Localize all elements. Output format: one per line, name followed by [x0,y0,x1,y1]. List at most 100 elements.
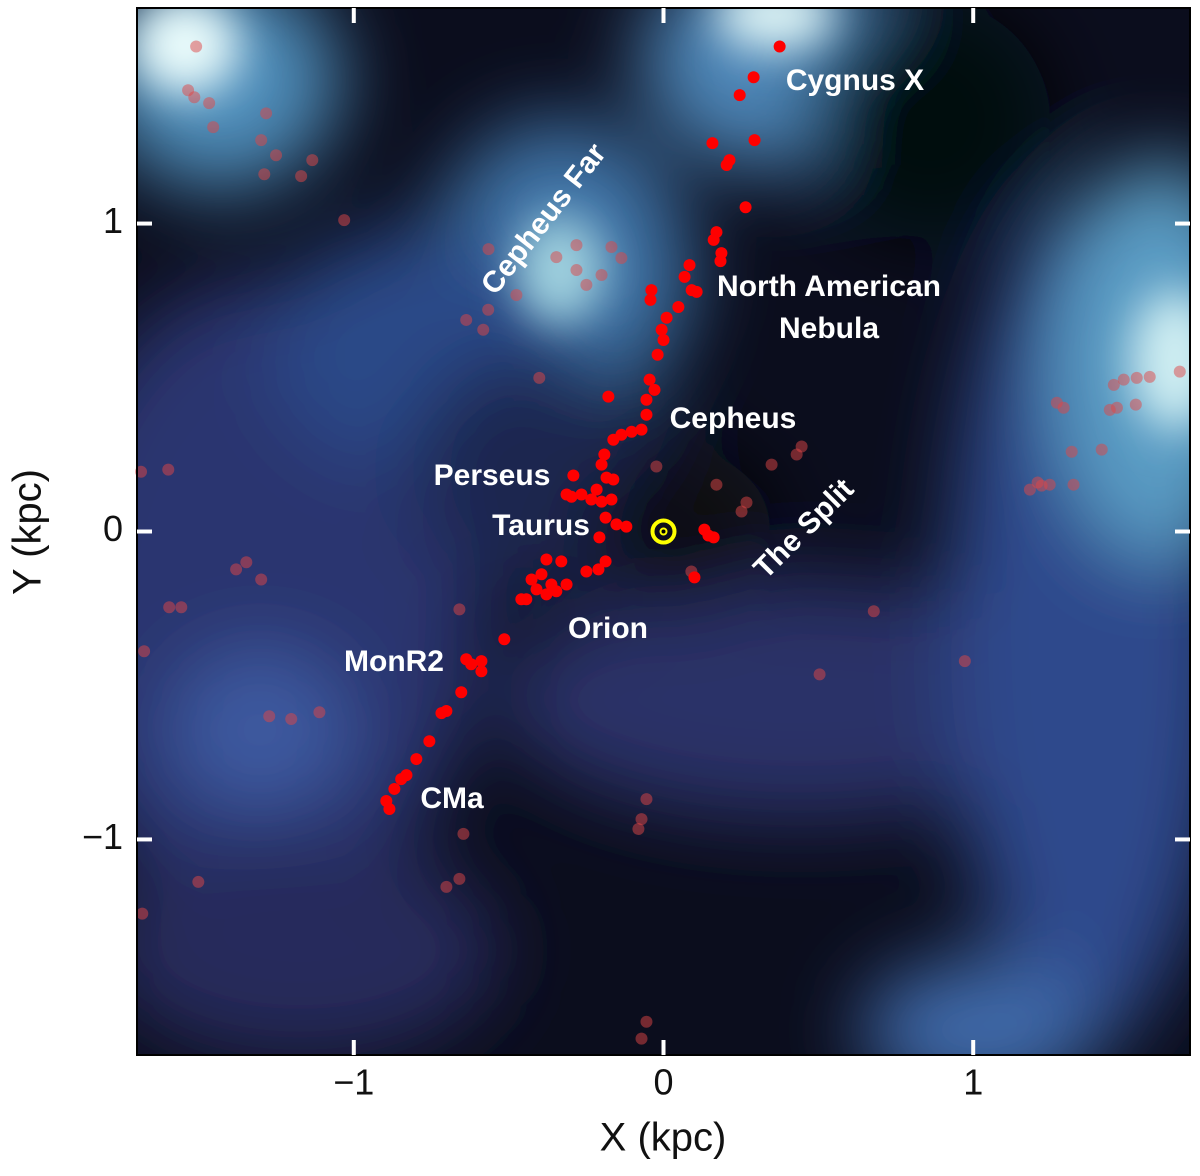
cloud-point [162,463,175,476]
wave-point [607,433,620,446]
wave-point [651,348,664,361]
wave-point [595,458,608,471]
cloud-point [595,268,608,281]
annotation: MonR2 [344,645,444,678]
cloud-point [440,880,453,893]
cloud-point [1173,365,1186,378]
annotation: CMa [420,782,484,815]
wave-point [595,495,608,508]
wave-point [383,802,396,815]
cloud-point [255,134,268,147]
wave-point [610,518,623,531]
cloud-point [477,323,490,336]
cloud-point [580,278,593,291]
wave-point [540,553,553,566]
x-tick-label: 0 [653,1062,673,1103]
wave-point [660,311,673,324]
wave-point [525,573,538,586]
wave-point [706,137,719,150]
cloud-point [1067,478,1080,491]
wave-point [645,284,658,297]
wave-point [580,565,593,578]
cloud-point [1043,478,1056,491]
annotation: Nebula [779,312,879,345]
cloud-point [640,793,653,806]
cloud-point [1095,443,1108,456]
cloud-point [190,40,203,53]
annotation: Taurus [492,509,590,542]
cloud-point [255,573,268,586]
cloud-point [175,601,188,614]
wave-point [720,159,733,172]
wave-point [714,255,727,268]
cloud-point [453,872,466,885]
cloud-point [188,91,201,104]
cloud-point [482,243,495,256]
wave-point [423,735,436,748]
wave-point [555,555,568,568]
wave-point [475,665,488,678]
cloud-point [1130,371,1143,384]
x-tick-label: 1 [963,1062,983,1103]
wave-point [678,270,691,283]
cloud-point [640,1015,653,1028]
annotation: Orion [568,612,648,645]
wave-point [688,571,701,584]
wave-point [644,293,657,306]
cloud-point [453,603,466,616]
cloud-point [163,601,176,614]
annotation: North American [717,270,941,303]
cloud-point [1031,476,1044,489]
sun-marker [650,518,677,545]
cloud-point [650,460,663,473]
cloud-point [740,496,753,509]
cloud-point [813,668,826,681]
wave-point [672,301,685,314]
wave-point [395,773,408,786]
cloud-point [632,822,645,835]
y-tick-label: 1 [103,200,123,241]
wave-point [648,383,661,396]
cloud-point [958,655,971,668]
cloud-point [203,97,216,110]
wave-point [683,259,696,272]
cloud-point [710,478,723,491]
cloud-point [263,710,276,723]
cloud-point [306,154,319,167]
cloud-point [570,264,583,277]
wave-point [625,425,638,438]
wave-point [635,423,648,436]
density-background [137,8,1190,1055]
sun-dot [659,527,668,536]
wave-point [643,373,656,386]
cloud-point [867,605,880,618]
wave-point [388,782,401,795]
wave-point [530,583,543,596]
cloud-point [135,465,148,478]
cloud-point [1143,370,1156,383]
cloud-point [313,706,326,719]
wave-point [455,686,468,699]
y-tick-label: 0 [103,508,123,549]
cloud-point [457,827,470,840]
cloud-point [482,303,495,316]
cloud-point [207,121,220,134]
wave-point [598,448,611,461]
cloud-point [260,107,273,120]
cloud-point [258,168,271,181]
wave-point [733,89,746,102]
wave-point [435,707,448,720]
wave-point [620,520,633,533]
cloud-point [533,371,546,384]
wave-point [655,323,668,336]
wave-point [560,578,573,591]
wave-point [690,285,703,298]
wave-point [590,483,603,496]
annotation: Cygnus X [786,64,924,97]
wave-point [602,390,615,403]
wave-point [585,493,598,506]
annotation: Perseus [434,459,551,492]
wave-point [739,201,752,214]
wave-point [599,511,612,524]
cloud-point [1065,445,1078,458]
